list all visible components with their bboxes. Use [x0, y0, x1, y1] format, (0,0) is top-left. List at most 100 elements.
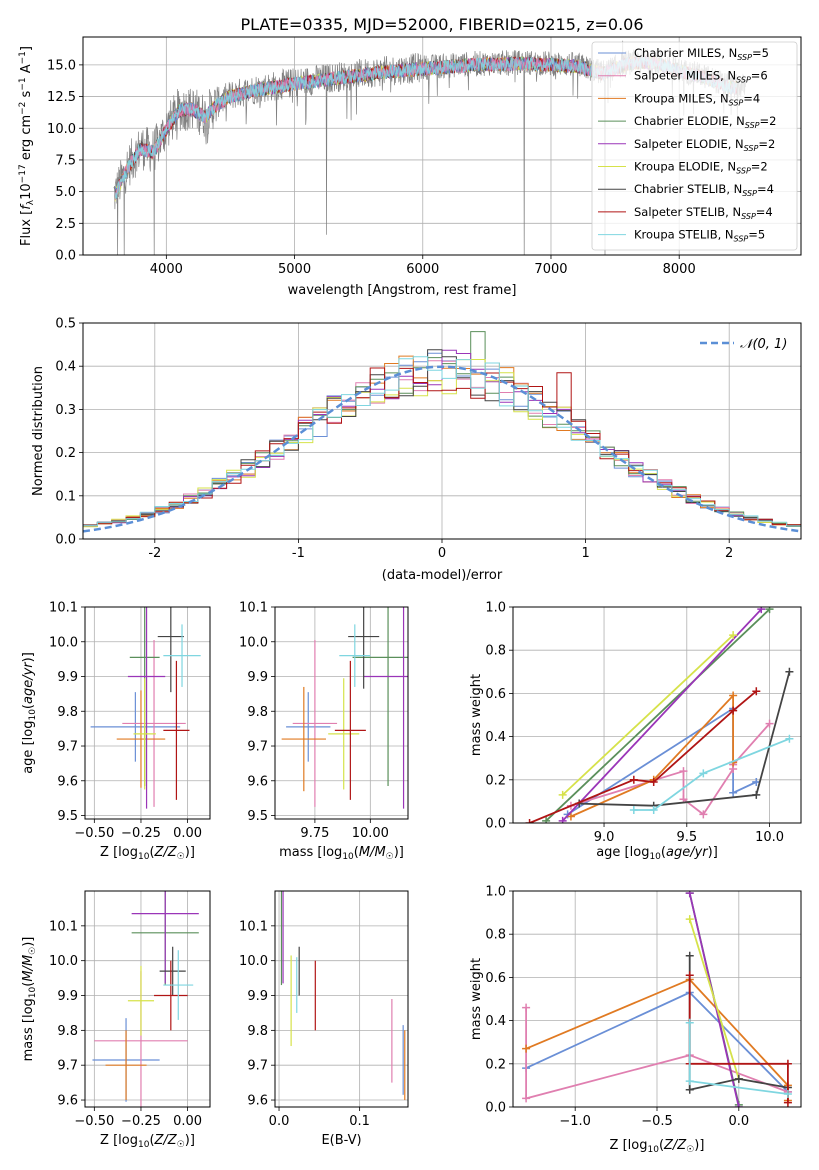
y-tick-label: 2.5: [55, 217, 76, 232]
plot-area: [525, 607, 794, 823]
series-line: [688, 918, 740, 1080]
y-tick-label: 9.8: [57, 705, 78, 720]
data-point: [685, 971, 694, 980]
legend-box: [591, 41, 798, 251]
errorbar-salpeter-elodie: [127, 607, 166, 809]
y-tick-label: 9.8: [247, 705, 268, 720]
series-line: [562, 634, 734, 796]
y-tick-label: 0.0: [55, 249, 76, 264]
x-tick-label: 0.0: [269, 1114, 290, 1129]
errorbar-chabrier-stelib: [157, 607, 184, 693]
y-tick-label: 0.0: [485, 817, 506, 832]
y-tick-label: 9.7: [57, 1059, 78, 1074]
x-tick-label: 9.75: [300, 826, 329, 841]
data-point: [558, 816, 567, 823]
x-tick-label: 0.00: [173, 1114, 202, 1129]
y-axis-label: Normed distribution: [31, 366, 46, 496]
data-point: [522, 1003, 531, 1012]
plot-area: [90, 607, 201, 809]
errorbar-salpeter-miles: [292, 640, 338, 807]
errorbar-kroupa-miles: [116, 690, 166, 788]
data-point: [729, 788, 738, 797]
panel-mass_vs_EBV: 0.0 0.1 9.6 9.7 9.8 9.9 10.0 10.1 E(B-V): [239, 890, 409, 1148]
legend-label: Kroupa MILES, NSSP=4: [634, 91, 760, 107]
data-point: [783, 1059, 792, 1068]
data-point: [558, 790, 567, 799]
x-axis-label: wavelength [Angstrom, rest frame]: [288, 283, 517, 298]
data-point: [522, 1044, 531, 1053]
y-tick-label: 0.2: [485, 1057, 506, 1072]
data-point: [783, 1090, 792, 1099]
data-point: [679, 767, 688, 776]
plot-area: [92, 891, 199, 1107]
x-tick-label: 0.1: [349, 1114, 370, 1129]
y-tick-label: 10.0: [49, 635, 78, 650]
errorbar-salpeter-elodie: [131, 891, 199, 984]
y-tick-label: 7.5: [55, 153, 76, 168]
y-tick-label: 1.0: [485, 885, 506, 900]
axes-frame: [82, 322, 802, 540]
y-tick-label: 0.6: [485, 971, 506, 986]
legend-label: Chabrier ELODIE, NSSP=2: [634, 114, 776, 130]
errorbar-kroupa-stelib: [339, 624, 371, 687]
data-point: [685, 891, 694, 898]
y-tick-label: 10.0: [239, 954, 268, 969]
data-point: [649, 806, 658, 815]
x-tick-label: 9.0: [594, 830, 615, 845]
errorbar-salpeter-elodie: [363, 607, 408, 809]
y-tick-label: 0.3: [55, 403, 76, 418]
y-tick-label: 9.5: [247, 809, 268, 824]
x-axis-label: Z [log10(Z/Z☉)]: [100, 845, 195, 862]
data-point: [629, 806, 638, 815]
y-tick-label: 9.6: [247, 774, 268, 789]
panels: 4000 5000 6000 7000 80000.02.55.07.510.012.5…: [18, 36, 802, 1155]
y-tick-label: 10.1: [239, 919, 268, 934]
data-point: [685, 915, 694, 924]
y-tick-label: 0.0: [485, 1101, 506, 1116]
y-tick-label: 10.0: [47, 122, 76, 137]
y-tick-label: 0.5: [55, 317, 76, 332]
x-axis-label: (data-model)/error: [382, 568, 503, 583]
data-point: [729, 631, 738, 640]
histogram-kroupa-elodie: [83, 359, 801, 528]
data-point: [525, 819, 534, 823]
y-tick-label: 0.8: [485, 644, 506, 659]
errorbar-kroupa-miles: [105, 1030, 147, 1101]
data-point: [699, 769, 708, 778]
errorbar-kroupa-miles: [281, 686, 326, 792]
x-tick-label: 9.5: [676, 830, 697, 845]
x-tick-label: −0.25: [121, 826, 161, 841]
series-kroupa-stelib: [629, 734, 794, 815]
x-tick-label: -2: [148, 546, 161, 561]
x-tick-label: 1: [581, 546, 589, 561]
data-point: [765, 719, 774, 728]
y-tick-label: 9.8: [247, 1024, 268, 1039]
y-tick-label: 10.0: [239, 635, 268, 650]
panel-weight_vs_age: 9.0 9.5 10.0 0.0 0.2 0.4 0.6 0.8 1.0 age [log10(a…: [469, 601, 802, 862]
x-tick-label: -1: [292, 546, 305, 561]
errorbar-chabrier-miles: [286, 692, 331, 762]
data-point: [785, 667, 794, 676]
y-axis-label: mass [log10(M/M☉)]: [21, 937, 38, 1062]
errorbar-chabrier-stelib: [159, 946, 186, 996]
data-point: [566, 812, 575, 821]
series-chabrier-elodie: [542, 607, 774, 823]
data-point: [734, 1074, 743, 1083]
x-tick-label: 8000: [663, 262, 696, 277]
y-tick-label: 9.9: [247, 989, 268, 1004]
x-axis-label: mass [log10(M/M☉)]: [279, 845, 404, 862]
x-tick-label: 4000: [150, 262, 183, 277]
y-tick-label: 10.0: [49, 954, 78, 969]
histogram-salpeter-stelib: [83, 367, 801, 526]
axes-frame: [82, 36, 802, 256]
data-point: [685, 951, 694, 960]
y-tick-label: 1.0: [485, 601, 506, 616]
y-tick-label: 10.1: [239, 601, 268, 616]
series-salpeter-stelib: [525, 687, 761, 823]
series-line: [633, 737, 790, 811]
y-axis-label: mass weight: [469, 958, 484, 1040]
x-axis-label: Z [log10(Z/Z☉)]: [100, 1133, 195, 1150]
y-tick-label: 0.4: [55, 360, 76, 375]
data-point: [685, 1085, 694, 1094]
x-tick-label: 10.00: [352, 826, 389, 841]
